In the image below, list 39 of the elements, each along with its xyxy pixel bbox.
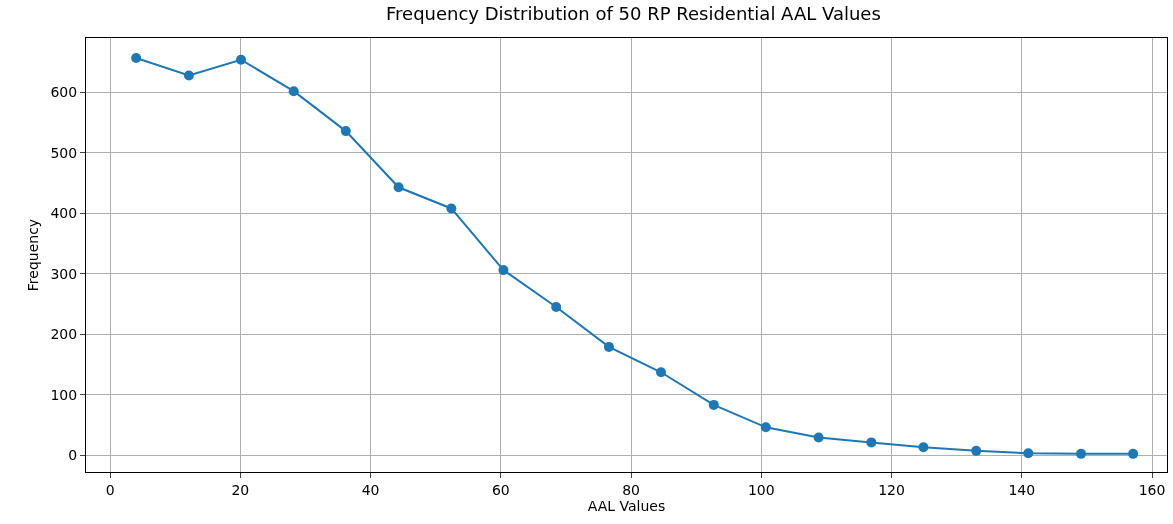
point [656, 367, 667, 378]
x-axis-title: AAL Values [587, 498, 666, 515]
y-tick-label: 400 [50, 205, 78, 222]
point [235, 54, 246, 65]
point [813, 432, 824, 443]
x-tick-label: 120 [878, 481, 905, 498]
point [183, 70, 194, 81]
y-tick-label: 200 [50, 326, 78, 343]
y-tick-label: 100 [50, 386, 78, 403]
point [918, 442, 929, 453]
y-tick-label: 600 [50, 84, 78, 101]
point [1076, 448, 1087, 459]
point [1023, 448, 1034, 459]
y-axis-title: Frequency [25, 218, 42, 292]
x-tick-label: 40 [361, 481, 380, 498]
point [498, 265, 509, 276]
point [971, 445, 982, 456]
point [760, 422, 771, 433]
point [340, 126, 351, 137]
y-tick-label: 0 [68, 446, 78, 463]
point [551, 301, 562, 312]
point [1128, 448, 1139, 459]
x-tick-label: 20 [231, 481, 250, 498]
chart-title: Frequency Distribution of 50 RP Residential AAL Values [386, 3, 881, 25]
y-tick-label: 500 [50, 144, 78, 161]
x-tick-label: 0 [105, 481, 115, 498]
x-tick-label: 100 [747, 481, 775, 498]
point [131, 52, 142, 63]
x-tick-label: 160 [1138, 481, 1166, 498]
x-tick-label: 140 [1008, 481, 1036, 498]
x-tick-label: 60 [491, 481, 510, 498]
point [393, 182, 404, 193]
y-tick-label: 300 [50, 265, 78, 282]
point [603, 341, 614, 352]
point [866, 437, 877, 448]
x-tick-label: 80 [622, 481, 640, 498]
point [288, 86, 299, 97]
point [446, 203, 457, 214]
point [708, 399, 719, 410]
